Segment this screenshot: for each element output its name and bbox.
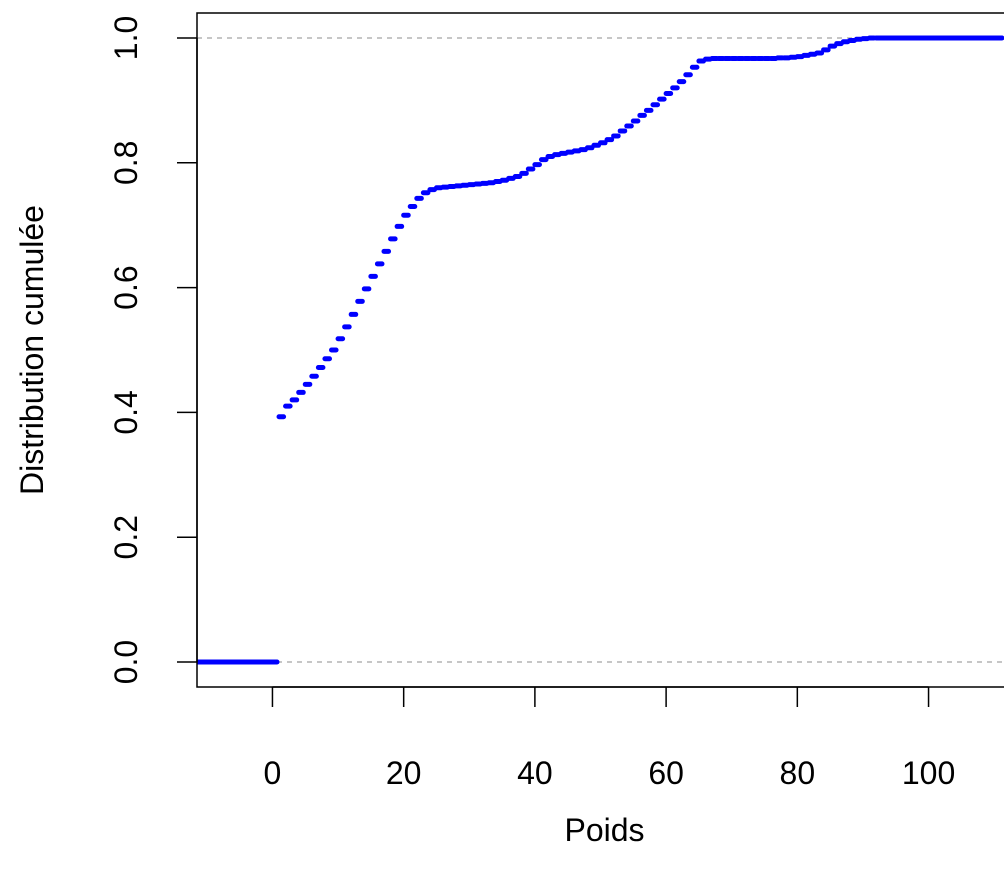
data-series <box>197 35 1004 665</box>
plot-frame <box>196 12 1004 688</box>
y-axis-label: Distribution cumulée <box>14 205 50 495</box>
x-tick-label: 20 <box>386 755 422 791</box>
reference-lines <box>197 37 1004 663</box>
x-tick-label: 0 <box>264 755 282 791</box>
x-tick-label: 80 <box>780 755 816 791</box>
x-tick-label: 100 <box>902 755 955 791</box>
y-tick-label: 0.4 <box>108 390 144 434</box>
y-tick-label: 0.8 <box>108 141 144 185</box>
x-axis-label: Poids <box>564 812 644 848</box>
x-axis: 0 20 40 60 80 100 <box>264 686 955 791</box>
y-tick-label: 0.6 <box>108 265 144 309</box>
y-tick-label: 0.0 <box>108 640 144 684</box>
y-axis: 0.0 0.2 0.4 0.6 0.8 1.0 <box>108 16 198 684</box>
y-tick-label: 0.2 <box>108 515 144 559</box>
x-tick-label: 60 <box>648 755 684 791</box>
x-tick-label: 40 <box>517 755 553 791</box>
y-tick-label: 1.0 <box>108 16 144 60</box>
